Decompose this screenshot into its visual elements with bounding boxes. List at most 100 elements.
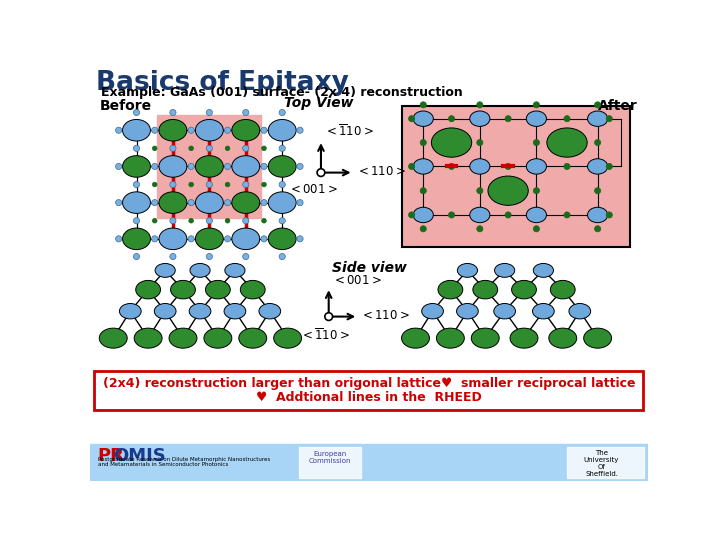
Ellipse shape <box>159 119 187 141</box>
Ellipse shape <box>169 328 197 348</box>
Ellipse shape <box>225 182 230 187</box>
Ellipse shape <box>431 128 472 157</box>
Ellipse shape <box>584 328 611 348</box>
Ellipse shape <box>569 303 590 319</box>
Ellipse shape <box>261 127 267 133</box>
Ellipse shape <box>564 116 570 122</box>
Ellipse shape <box>534 139 539 146</box>
Text: After: After <box>598 99 638 113</box>
Ellipse shape <box>189 218 194 223</box>
Ellipse shape <box>243 145 249 151</box>
Ellipse shape <box>225 264 245 278</box>
Ellipse shape <box>606 164 612 170</box>
Text: $<110>$: $<110>$ <box>361 309 410 322</box>
Text: $<001>$: $<001>$ <box>332 274 382 287</box>
Ellipse shape <box>188 200 194 206</box>
Ellipse shape <box>99 328 127 348</box>
Ellipse shape <box>488 176 528 205</box>
Ellipse shape <box>606 212 612 218</box>
Ellipse shape <box>206 253 212 260</box>
Ellipse shape <box>153 146 157 151</box>
Ellipse shape <box>279 253 285 260</box>
Ellipse shape <box>261 218 266 223</box>
Ellipse shape <box>259 303 281 319</box>
Ellipse shape <box>195 119 223 141</box>
Ellipse shape <box>472 328 499 348</box>
Ellipse shape <box>595 187 600 194</box>
Ellipse shape <box>243 110 249 116</box>
Ellipse shape <box>188 127 194 133</box>
Ellipse shape <box>206 218 212 224</box>
Ellipse shape <box>243 218 249 224</box>
Ellipse shape <box>533 303 554 319</box>
Ellipse shape <box>133 181 140 187</box>
Ellipse shape <box>279 218 285 224</box>
Ellipse shape <box>261 200 267 206</box>
Ellipse shape <box>325 313 333 320</box>
Ellipse shape <box>547 128 588 157</box>
Ellipse shape <box>534 187 539 194</box>
Ellipse shape <box>224 303 246 319</box>
Ellipse shape <box>152 200 158 206</box>
Text: Side view: Side view <box>332 261 406 275</box>
Ellipse shape <box>588 159 608 174</box>
Ellipse shape <box>225 146 230 151</box>
Ellipse shape <box>170 253 176 260</box>
Ellipse shape <box>297 127 303 133</box>
Ellipse shape <box>188 164 194 170</box>
Text: Postgraduate Research on Dilute Metamorphic Nanostructures: Postgraduate Research on Dilute Metamorp… <box>98 457 270 462</box>
Ellipse shape <box>477 187 483 194</box>
Ellipse shape <box>534 226 539 232</box>
Ellipse shape <box>297 200 303 206</box>
Text: Basics of Epitaxy: Basics of Epitaxy <box>96 70 349 96</box>
Ellipse shape <box>420 102 426 108</box>
Ellipse shape <box>473 280 498 299</box>
Ellipse shape <box>505 212 511 218</box>
Ellipse shape <box>564 164 570 170</box>
Ellipse shape <box>269 192 296 213</box>
Ellipse shape <box>159 192 187 213</box>
Bar <box>300 447 361 477</box>
Ellipse shape <box>189 303 211 319</box>
Bar <box>402 106 630 247</box>
Ellipse shape <box>588 207 608 222</box>
Ellipse shape <box>133 145 140 151</box>
Ellipse shape <box>420 187 426 194</box>
Ellipse shape <box>239 328 266 348</box>
Bar <box>567 447 644 477</box>
Ellipse shape <box>225 200 230 206</box>
Text: PR: PR <box>98 447 125 465</box>
Ellipse shape <box>195 192 223 213</box>
Ellipse shape <box>279 145 285 151</box>
Ellipse shape <box>133 253 140 260</box>
Text: and Metamaterials in Semiconductor Photonics: and Metamaterials in Semiconductor Photo… <box>98 462 228 467</box>
Ellipse shape <box>122 156 150 177</box>
Ellipse shape <box>243 253 249 260</box>
Ellipse shape <box>159 228 187 249</box>
Ellipse shape <box>225 164 230 170</box>
Ellipse shape <box>116 164 122 170</box>
Ellipse shape <box>526 159 546 174</box>
Ellipse shape <box>225 218 230 223</box>
Ellipse shape <box>232 228 260 249</box>
Ellipse shape <box>413 159 433 174</box>
Ellipse shape <box>122 192 150 213</box>
Ellipse shape <box>116 200 122 206</box>
Ellipse shape <box>408 212 415 218</box>
Ellipse shape <box>413 207 433 222</box>
Ellipse shape <box>606 116 612 122</box>
Ellipse shape <box>261 236 267 242</box>
Ellipse shape <box>116 127 122 133</box>
Ellipse shape <box>134 328 162 348</box>
Ellipse shape <box>512 280 536 299</box>
Ellipse shape <box>505 164 511 170</box>
Ellipse shape <box>133 218 140 224</box>
Ellipse shape <box>133 110 140 116</box>
Ellipse shape <box>279 110 285 116</box>
Ellipse shape <box>170 110 176 116</box>
Ellipse shape <box>534 102 539 108</box>
Ellipse shape <box>457 264 477 278</box>
Ellipse shape <box>477 139 483 146</box>
Ellipse shape <box>449 212 454 218</box>
Ellipse shape <box>205 280 230 299</box>
